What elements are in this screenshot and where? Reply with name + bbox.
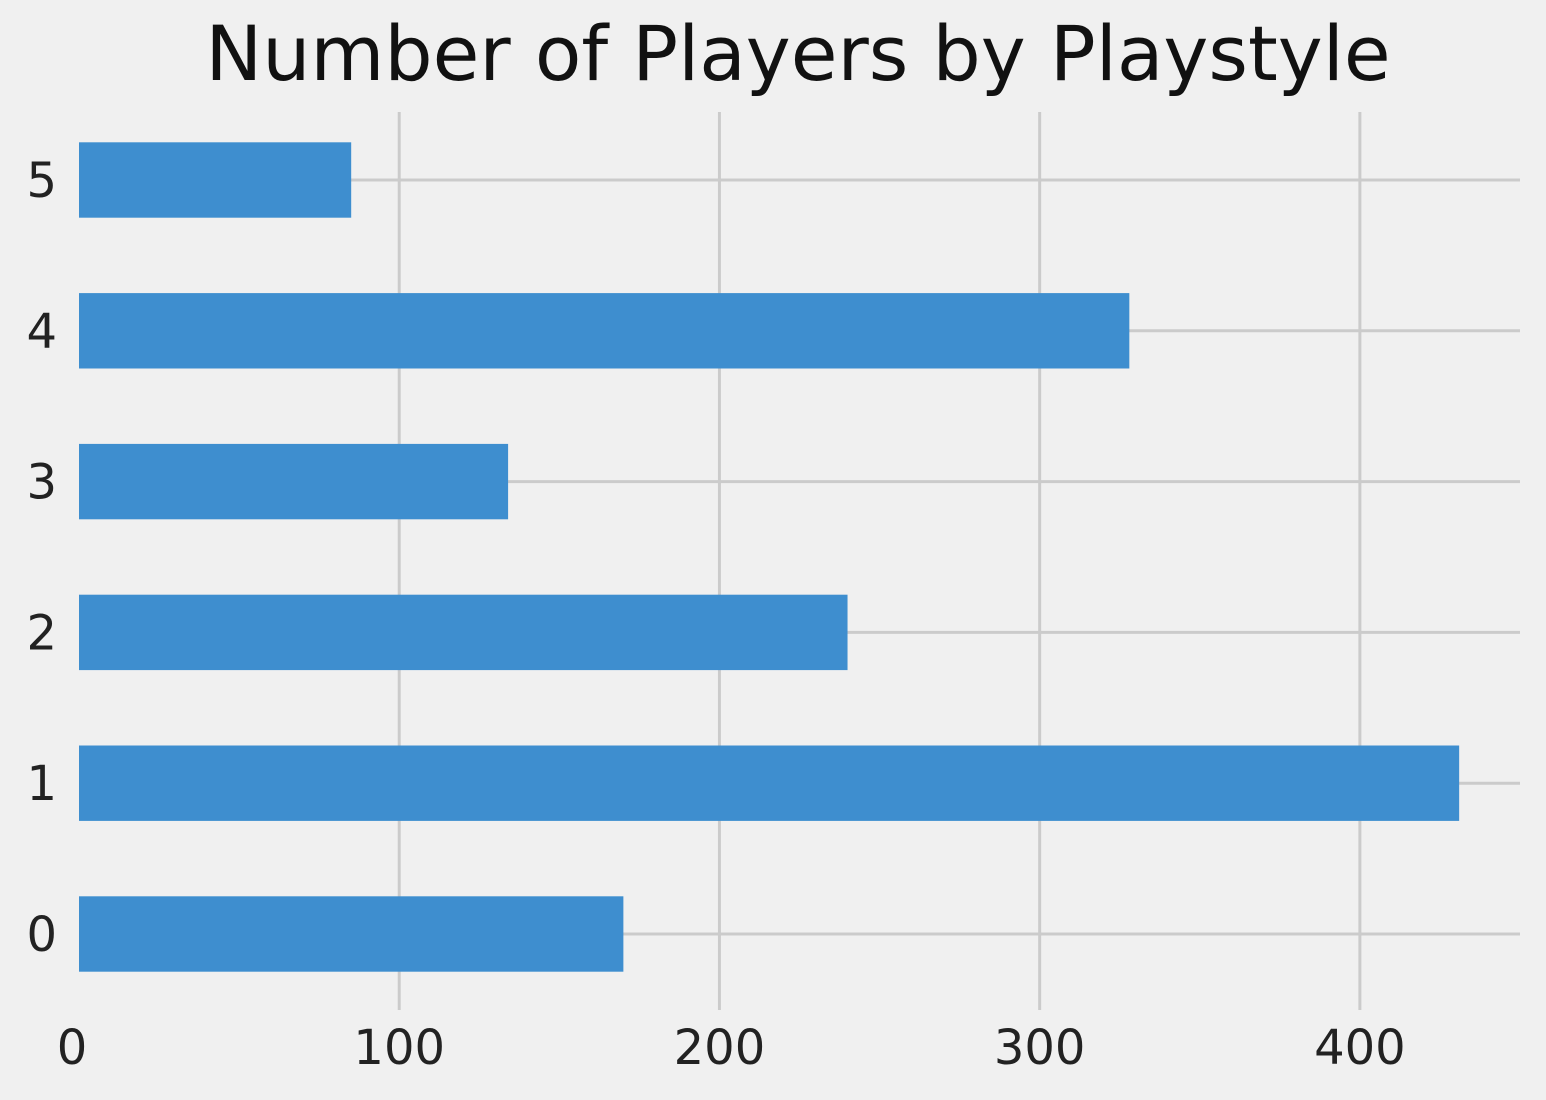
x-tick-label-0: 0 xyxy=(57,1020,88,1076)
x-tick-label-300: 300 xyxy=(994,1020,1086,1076)
x-tick-label-200: 200 xyxy=(674,1020,766,1076)
x-tick-label-400: 400 xyxy=(1314,1020,1406,1076)
bar-3 xyxy=(79,443,509,520)
y-tick-label-1: 1 xyxy=(26,756,57,812)
x-tick-label-100: 100 xyxy=(353,1020,445,1076)
y-axis-tick-labels: 0 1 2 3 4 5 xyxy=(26,153,57,963)
y-tick-label-4: 4 xyxy=(26,304,57,360)
x-axis-tick-labels: 0 100 200 300 400 xyxy=(57,1020,1406,1076)
y-tick-label-2: 2 xyxy=(26,605,57,661)
bar-4 xyxy=(79,293,1130,369)
y-tick-label-5: 5 xyxy=(26,153,57,209)
bar-1 xyxy=(79,745,1460,821)
chart-title: Number of Players by Playstyle xyxy=(205,9,1390,98)
bar-2 xyxy=(79,594,848,671)
bar-0 xyxy=(79,896,624,972)
y-tick-label-0: 0 xyxy=(26,907,57,963)
y-tick-label-3: 3 xyxy=(26,455,57,511)
bars xyxy=(79,142,1460,972)
bar-5 xyxy=(79,142,352,218)
